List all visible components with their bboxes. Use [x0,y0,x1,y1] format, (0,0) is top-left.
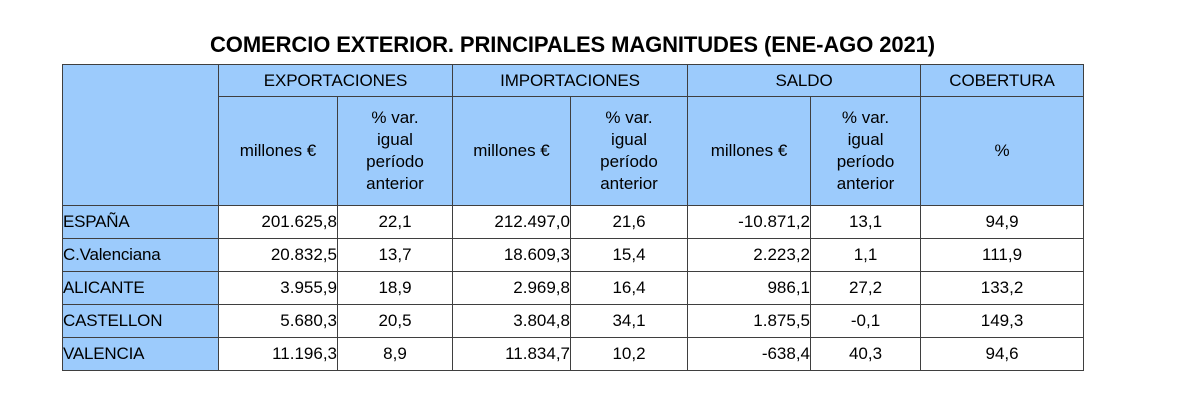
subheader-line: anterior [366,174,424,193]
subheader-line: período [366,152,424,171]
cell-saldo-var: 27,2 [810,271,922,305]
subheader-saldo-millones: millones € [687,96,812,206]
cell-saldo-millones: 2.223,2 [687,238,812,272]
cell-imp-millones: 212.497,0 [452,205,571,239]
row-label-valencia: VALENCIA [62,337,219,371]
cell-exp-millones: 3.955,9 [218,271,338,305]
subheader-line: igual [611,130,647,149]
comercio-exterior-table: EXPORTACIONES IMPORTACIONES SALDO COBERT… [62,64,1085,371]
group-header-cobertura: COBERTURA [920,64,1085,97]
cell-cobertura: 94,9 [920,205,1085,239]
cell-exp-var: 18,9 [337,271,453,305]
table-row: VALENCIA 11.196,3 8,9 11.834,7 10,2 -638… [62,337,1085,371]
cell-exp-millones: 11.196,3 [218,337,338,371]
subheader-exportaciones-millones: millones € [218,96,338,206]
cell-saldo-millones: -638,4 [687,337,812,371]
subheader-importaciones-var: % var. igual período anterior [569,96,689,206]
subheader-line: anterior [600,174,658,193]
cell-imp-millones: 3.804,8 [452,304,571,338]
subheader-line: igual [847,130,884,149]
header-group-row: EXPORTACIONES IMPORTACIONES SALDO COBERT… [62,64,1085,206]
group-header-importaciones: IMPORTACIONES [451,64,689,97]
cell-cobertura: 149,3 [920,304,1085,338]
subheader-exportaciones-var: % var. igual período anterior [337,96,453,206]
cell-cobertura: 111,9 [920,238,1085,272]
cell-saldo-millones: 1.875,5 [687,304,812,338]
subheader-line: % var. [841,108,890,127]
cell-saldo-var: 1,1 [810,238,922,272]
cell-cobertura: 94,6 [920,337,1085,371]
cell-exp-var: 20,5 [337,304,453,338]
cell-saldo-var: 13,1 [810,205,922,239]
cell-imp-millones: 11.834,7 [452,337,571,371]
table-row: C.Valenciana 20.832,5 13,7 18.609,3 15,4… [62,238,1085,272]
table-header: EXPORTACIONES IMPORTACIONES SALDO COBERT… [62,64,1085,206]
cell-imp-var: 10,2 [569,337,689,371]
row-label-cvalenciana: C.Valenciana [62,238,219,272]
cell-exp-var: 8,9 [337,337,453,371]
data-table-container: EXPORTACIONES IMPORTACIONES SALDO COBERT… [62,64,1085,371]
subheader-line: millones € [710,141,788,160]
cell-saldo-millones: -10.871,2 [687,205,812,239]
cell-imp-var: 15,4 [569,238,689,272]
cell-exp-millones: 20.832,5 [218,238,338,272]
cell-exp-var: 22,1 [337,205,453,239]
group-header-saldo: SALDO [687,64,922,97]
subheader-line: % var. [605,108,653,127]
row-label-espana: ESPAÑA [62,205,219,239]
table-row: ESPAÑA 201.625,8 22,1 212.497,0 21,6 -10… [62,205,1085,239]
cell-imp-var: 16,4 [569,271,689,305]
cell-saldo-var: -0,1 [810,304,922,338]
row-label-alicante: ALICANTE [62,271,219,305]
subheader-line: % [994,141,1010,160]
group-header-exportaciones: EXPORTACIONES [218,64,453,97]
subheader-line: anterior [836,174,895,193]
cell-exp-var: 13,7 [337,238,453,272]
page-title: COMERCIO EXTERIOR. PRINCIPALES MAGNITUDE… [210,32,935,57]
cell-exp-millones: 201.625,8 [218,205,338,239]
subheader-saldo-var: % var. igual período anterior [810,96,922,206]
subheader-line: igual [377,130,413,149]
cell-imp-millones: 2.969,8 [452,271,571,305]
table-row: ALICANTE 3.955,9 18,9 2.969,8 16,4 986,1… [62,271,1085,305]
cell-imp-var: 21,6 [569,205,689,239]
header-sub-row: millones € % var. igual período anterior… [63,96,1085,206]
subheader-line: período [600,152,658,171]
cell-imp-var: 34,1 [569,304,689,338]
cell-exp-millones: 5.680,3 [218,304,338,338]
subheader-line: millones € [473,141,550,160]
row-label-castellon: CASTELLON [62,304,219,338]
cell-cobertura: 133,2 [920,271,1085,305]
subheader-importaciones-millones: millones € [452,96,571,206]
table-corner-cell [62,64,219,206]
cell-saldo-var: 40,3 [810,337,922,371]
table-row: CASTELLON 5.680,3 20,5 3.804,8 34,1 1.87… [62,304,1085,338]
table-body: ESPAÑA 201.625,8 22,1 212.497,0 21,6 -10… [62,205,1085,371]
subheader-line: período [836,152,895,171]
subheader-cobertura-pct: % [920,96,1085,206]
subheader-line: % var. [371,108,419,127]
cell-imp-millones: 18.609,3 [452,238,571,272]
subheader-line: millones € [239,141,317,160]
cell-saldo-millones: 986,1 [687,271,812,305]
